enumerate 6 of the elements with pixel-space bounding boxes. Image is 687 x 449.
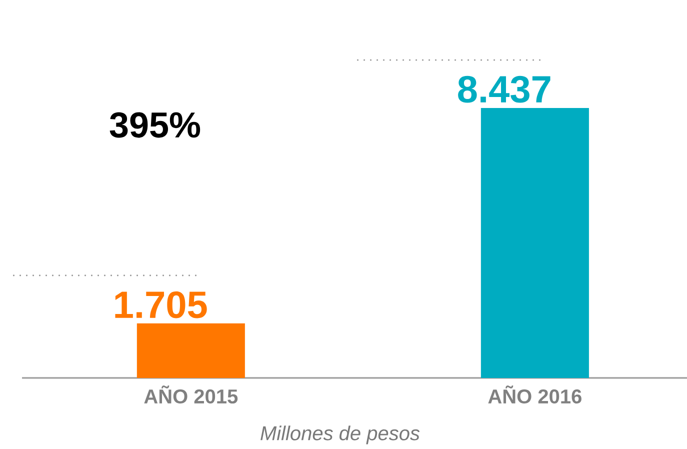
data-label: 8.437 xyxy=(458,76,550,103)
data-label: 1.705 xyxy=(115,291,207,318)
annotation: 395% xyxy=(110,112,200,138)
x-axis-title: Millones de pesos xyxy=(260,426,420,444)
x-tick-label: AÑO 2016 xyxy=(488,386,582,404)
x-tick-label: AÑO 2015 xyxy=(144,386,238,404)
